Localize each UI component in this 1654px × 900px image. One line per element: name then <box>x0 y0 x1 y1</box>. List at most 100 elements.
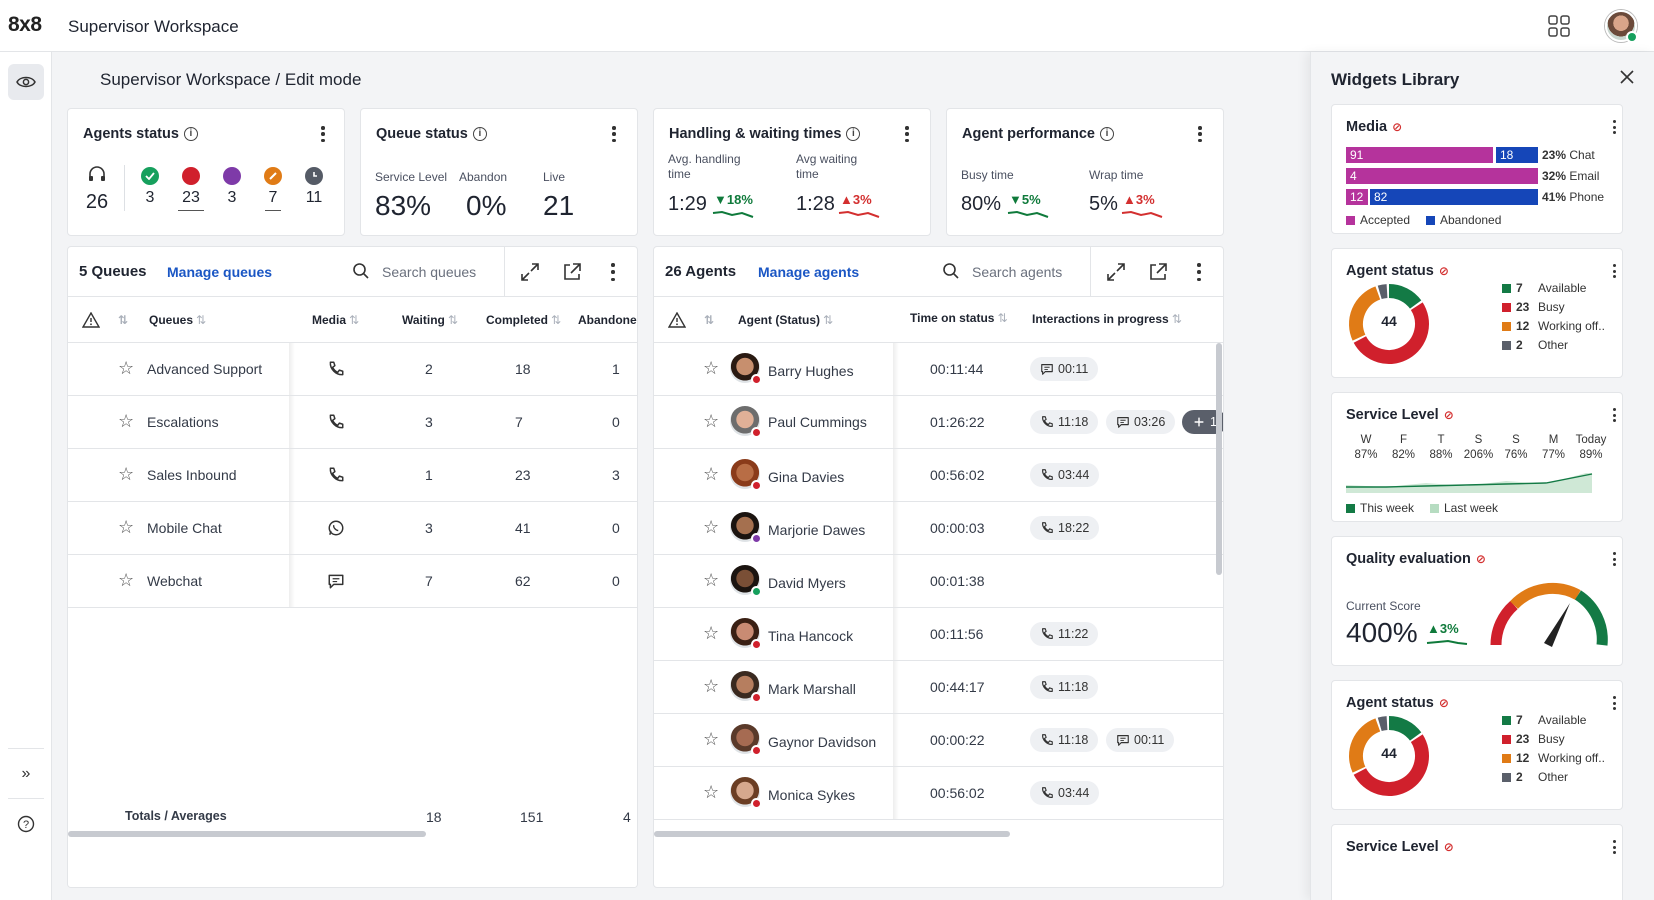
interaction-pill[interactable]: 03:44 <box>1030 781 1100 805</box>
table-row[interactable]: ☆ Escalations 3 7 0 <box>68 396 637 449</box>
info-icon[interactable]: i <box>183 127 198 141</box>
info-icon[interactable]: i <box>846 127 861 141</box>
interaction-pill[interactable]: 00:11 <box>1106 728 1175 752</box>
search-agents-input[interactable]: Search agents <box>972 264 1063 280</box>
interaction-pill[interactable]: 11:18 <box>1030 728 1099 752</box>
agent-status-widget-2[interactable]: Agent status ⊘ 44 7 Available 23 Busy 12 Worki… <box>1331 680 1623 810</box>
interaction-pill[interactable]: 11:18 <box>1030 675 1099 699</box>
table-row[interactable]: ☆ Mobile Chat 3 41 0 <box>68 502 637 555</box>
info-icon[interactable]: i <box>472 127 487 141</box>
more-options-icon[interactable] <box>1612 408 1616 422</box>
favorite-star-icon[interactable]: ☆ <box>703 782 720 802</box>
media-widget[interactable]: Media ⊘ 91 18 23% Chat 4 32% Email 12 82 41% Pho… <box>1331 104 1623 234</box>
more-options-icon[interactable] <box>1612 552 1616 566</box>
table-row[interactable]: ☆ Mark Marshall 00:44:17 11:18 <box>654 661 1223 714</box>
pin-icon[interactable]: ⊘ <box>1443 840 1454 854</box>
more-options-icon[interactable] <box>320 126 326 142</box>
table-row[interactable]: ☆ Webchat 7 62 0 <box>68 555 637 608</box>
status-working-offline[interactable]: 7 <box>256 167 290 211</box>
table-row[interactable]: ☆ Paul Cummings 01:26:22 11:18 03:26 1 <box>654 396 1223 449</box>
status-wrap-up[interactable]: 11 <box>297 167 331 207</box>
service-level-widget[interactable]: Service Level ⊘ W 87% F 82% T 88% S 206% S 76% M 77%… <box>1331 392 1623 522</box>
more-options-icon[interactable] <box>1196 263 1202 281</box>
favorite-star-icon[interactable]: ☆ <box>118 464 135 484</box>
favorite-star-icon[interactable]: ☆ <box>703 517 720 537</box>
pin-icon[interactable]: ⊘ <box>1475 552 1486 566</box>
table-row[interactable]: ☆ Tina Hancock 00:11:56 11:22 <box>654 608 1223 661</box>
interaction-pill[interactable]: 11:22 <box>1030 622 1099 646</box>
more-options-icon[interactable] <box>611 126 617 142</box>
favorite-star-icon[interactable]: ☆ <box>703 676 720 696</box>
total-agents[interactable]: 26 <box>80 165 114 214</box>
more-options-icon[interactable] <box>1612 840 1616 854</box>
pin-icon[interactable]: ⊘ <box>1438 696 1449 710</box>
col-media[interactable]: Media ⇅ <box>312 313 360 327</box>
favorite-star-icon[interactable]: ☆ <box>118 358 135 378</box>
more-options-icon[interactable] <box>1612 696 1616 710</box>
warning-icon[interactable] <box>668 312 686 328</box>
col-queues[interactable]: Queues ⇅ <box>149 313 207 327</box>
interaction-pill[interactable]: 00:11 <box>1030 357 1099 381</box>
expand-icon[interactable] <box>1105 261 1127 283</box>
table-row[interactable]: ☆ Sales Inbound 1 23 3 <box>68 449 637 502</box>
interaction-pill[interactable]: 03:44 <box>1030 463 1100 487</box>
table-row[interactable]: ☆ David Myers 00:01:38 <box>654 555 1223 608</box>
table-row[interactable]: ☆ Gina Davies 00:56:02 03:44 <box>654 449 1223 502</box>
info-icon[interactable]: i <box>1099 127 1114 141</box>
more-options-icon[interactable] <box>1612 120 1616 134</box>
status-available[interactable]: 3 <box>133 167 167 207</box>
col-agent-status[interactable]: Agent (Status) ⇅ <box>738 313 834 327</box>
horizontal-scrollbar[interactable] <box>68 831 426 837</box>
status-other[interactable]: 3 <box>215 167 249 207</box>
expand-icon[interactable] <box>519 261 541 283</box>
help-icon[interactable]: ? <box>14 812 38 836</box>
quality-evaluation-widget[interactable]: Quality evaluation ⊘ Current Score 400% ▲… <box>1331 536 1623 666</box>
table-row[interactable]: ☆ Marjorie Dawes 00:00:03 18:22 <box>654 502 1223 555</box>
user-avatar[interactable] <box>1605 10 1638 43</box>
expand-rail-icon[interactable]: » <box>21 765 31 782</box>
table-row[interactable]: ☆ Barry Hughes 00:11:44 00:11 <box>654 343 1223 396</box>
interaction-pill[interactable]: 03:26 <box>1106 410 1176 434</box>
col-interactions[interactable]: Interactions in progress ⇅ <box>1032 312 1182 326</box>
table-row[interactable]: ☆ Monica Sykes 00:56:02 03:44 <box>654 767 1223 820</box>
sort-icon[interactable]: ⇅ <box>118 313 129 327</box>
interaction-pill[interactable]: 18:22 <box>1030 516 1100 540</box>
favorite-star-icon[interactable]: ☆ <box>118 570 135 590</box>
table-row[interactable]: ☆ Gaynor Davidson 00:00:22 11:18 00:11 <box>654 714 1223 767</box>
view-mode-button[interactable] <box>8 64 44 100</box>
apps-grid-icon[interactable] <box>1546 13 1572 39</box>
popout-icon[interactable] <box>1147 261 1169 283</box>
agent-status-widget[interactable]: Agent status ⊘ 44 7 Available 23 Busy 12 Worki… <box>1331 248 1623 378</box>
favorite-star-icon[interactable]: ☆ <box>118 517 135 537</box>
interaction-pill[interactable]: 11:18 <box>1030 410 1099 434</box>
col-completed[interactable]: Completed ⇅ <box>486 313 562 327</box>
more-options-icon[interactable] <box>904 126 910 142</box>
favorite-star-icon[interactable]: ☆ <box>703 570 720 590</box>
favorite-star-icon[interactable]: ☆ <box>703 729 720 749</box>
service-level-widget-2[interactable]: Service Level ⊘ <box>1331 824 1623 900</box>
search-queues-input[interactable]: Search queues <box>382 264 477 280</box>
favorite-star-icon[interactable]: ☆ <box>703 358 720 378</box>
more-options-icon[interactable] <box>610 263 616 281</box>
pin-icon[interactable]: ⊘ <box>1438 264 1449 278</box>
warning-icon[interactable] <box>82 312 100 328</box>
manage-agents-link[interactable]: Manage agents <box>758 264 860 280</box>
col-waiting[interactable]: Waiting ⇅ <box>402 313 458 327</box>
more-options-icon[interactable] <box>1197 126 1203 142</box>
col-time-on-status[interactable]: Time on status ⇅ <box>910 311 1008 325</box>
pin-icon[interactable]: ⊘ <box>1392 120 1403 134</box>
sort-icon[interactable]: ⇅ <box>704 313 715 327</box>
manage-queues-link[interactable]: Manage queues <box>167 264 273 280</box>
status-busy[interactable]: 23 <box>174 167 208 211</box>
more-options-icon[interactable] <box>1612 264 1616 278</box>
favorite-star-icon[interactable]: ☆ <box>703 464 720 484</box>
vertical-scrollbar[interactable] <box>1216 343 1222 575</box>
popout-icon[interactable] <box>561 261 583 283</box>
horizontal-scrollbar[interactable] <box>654 831 1010 837</box>
pin-icon[interactable]: ⊘ <box>1443 408 1454 422</box>
table-row[interactable]: ☆ Advanced Support 2 18 1 <box>68 343 637 396</box>
favorite-star-icon[interactable]: ☆ <box>118 411 135 431</box>
favorite-star-icon[interactable]: ☆ <box>703 411 720 431</box>
col-abandoned[interactable]: Abandoned <box>578 313 638 327</box>
favorite-star-icon[interactable]: ☆ <box>703 623 720 643</box>
